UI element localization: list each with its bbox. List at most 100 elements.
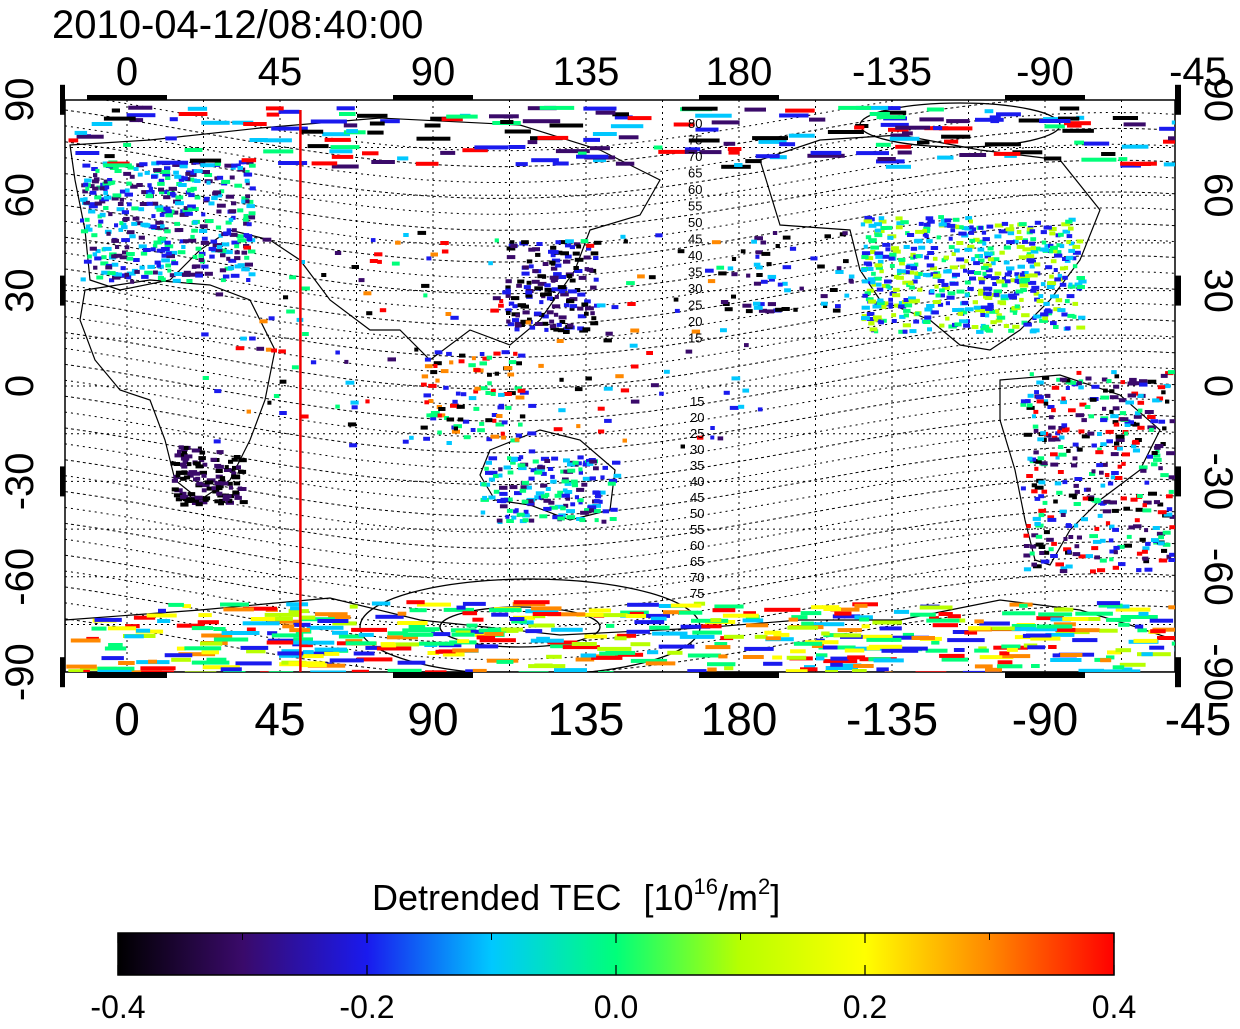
lat-tick-label: 0 — [1196, 375, 1240, 397]
tec-pixel — [91, 233, 98, 238]
tec-pixel — [1055, 455, 1060, 460]
tec-pixel — [969, 225, 974, 230]
tec-pixel — [496, 414, 503, 418]
tec-pixel — [232, 465, 239, 470]
tec-pixel — [343, 123, 358, 128]
tec-pixel — [768, 277, 775, 282]
tec-pixel — [933, 126, 943, 131]
tec-pixel — [1072, 301, 1079, 306]
tec-pixel — [863, 219, 873, 224]
tec-pixel — [245, 170, 250, 174]
tec-pixel — [91, 122, 113, 126]
tec-pixel — [502, 290, 511, 295]
tec-pixel — [540, 483, 548, 488]
tec-pixel — [213, 439, 221, 444]
tec-pixel — [222, 497, 230, 501]
tec-pixel — [972, 300, 978, 305]
tec-pixel — [1113, 545, 1120, 550]
tec-pixel — [525, 290, 533, 295]
tec-pixel — [589, 459, 597, 464]
tec-pixel — [387, 668, 422, 672]
tec-pixel — [1031, 664, 1040, 668]
tec-pixel — [438, 407, 446, 411]
tec-pixel — [1106, 655, 1115, 660]
contour-line — [65, 318, 1175, 390]
tec-pixel — [345, 380, 355, 385]
tec-pixel — [490, 434, 500, 439]
frame-tick-bar — [1005, 95, 1085, 100]
tec-pixel — [231, 201, 237, 206]
tec-pixel — [204, 480, 214, 485]
tec-pixel — [1051, 385, 1060, 390]
tec-pixel — [1157, 510, 1167, 515]
contour-line — [65, 302, 1175, 374]
tec-pixel — [1001, 644, 1021, 649]
tec-pixel — [479, 386, 488, 391]
tec-pixel — [259, 671, 270, 672]
tec-pixel — [101, 270, 111, 275]
tec-pixel — [1019, 283, 1029, 288]
tec-pixel — [534, 311, 542, 316]
tec-pixel — [620, 234, 626, 239]
tec-pixel — [187, 177, 195, 182]
tec-pixel — [945, 301, 950, 306]
tec-pixel — [234, 244, 240, 249]
tec-pixel — [982, 271, 987, 276]
tec-pixel — [430, 416, 437, 421]
tec-pixel — [123, 142, 132, 147]
tec-pixel — [126, 252, 135, 256]
tec-pixel — [996, 112, 1021, 117]
tec-pixel — [110, 166, 119, 170]
tec-pixel — [520, 319, 530, 324]
tec-pixel — [934, 284, 939, 289]
tec-pixel — [1065, 386, 1070, 390]
tec-pixel — [731, 257, 737, 261]
tec-pixel — [226, 256, 231, 261]
tec-pixel — [1042, 500, 1048, 505]
tec-pixel — [947, 614, 961, 619]
tec-pixel — [290, 606, 301, 611]
tec-pixel — [1101, 152, 1116, 156]
tec-pixel — [1169, 552, 1175, 557]
tec-pixel — [282, 624, 295, 629]
contour-label: 60 — [688, 182, 702, 197]
tec-pixel — [303, 650, 314, 655]
tec-pixel — [510, 296, 520, 301]
tec-pixel — [1100, 442, 1107, 447]
tec-pixel — [94, 617, 122, 622]
tec-pixel — [479, 352, 485, 356]
tec-pixel — [165, 263, 171, 268]
colorbar-label: Detrended TEC [1016/m2] — [372, 874, 780, 918]
tec-pixel — [223, 468, 232, 472]
tec-pixel — [593, 256, 599, 260]
tec-pixel — [202, 462, 208, 467]
tec-pixel — [572, 251, 580, 256]
tec-pixel — [910, 255, 915, 260]
tec-pixel — [549, 123, 584, 128]
tec-pixel — [180, 476, 187, 481]
tec-pixel — [168, 602, 184, 607]
tec-pixel — [121, 238, 130, 243]
tec-pixel — [1048, 415, 1054, 420]
tec-pixel — [1079, 402, 1087, 407]
tec-pixel — [527, 140, 538, 145]
tec-pixel — [948, 236, 953, 241]
tec-pixel — [1066, 294, 1075, 299]
tec-pixel — [687, 669, 707, 672]
tec-pixel — [605, 650, 636, 655]
tec-pixel — [226, 228, 232, 233]
tec-pixel — [745, 159, 762, 164]
tec-pixel — [1109, 557, 1114, 562]
tec-pixel — [161, 258, 170, 263]
tec-pixel — [995, 309, 1000, 314]
tec-pixel — [438, 649, 456, 654]
tec-pixel — [452, 648, 479, 653]
tec-pixel — [1081, 517, 1088, 522]
tec-pixel — [174, 272, 183, 276]
tec-pixel — [1032, 424, 1039, 429]
tec-pixel — [571, 483, 578, 488]
tec-pixel — [856, 151, 889, 156]
tec-pixel — [1166, 451, 1175, 456]
tec-pixel — [380, 642, 395, 647]
tec-pixel — [91, 626, 107, 631]
